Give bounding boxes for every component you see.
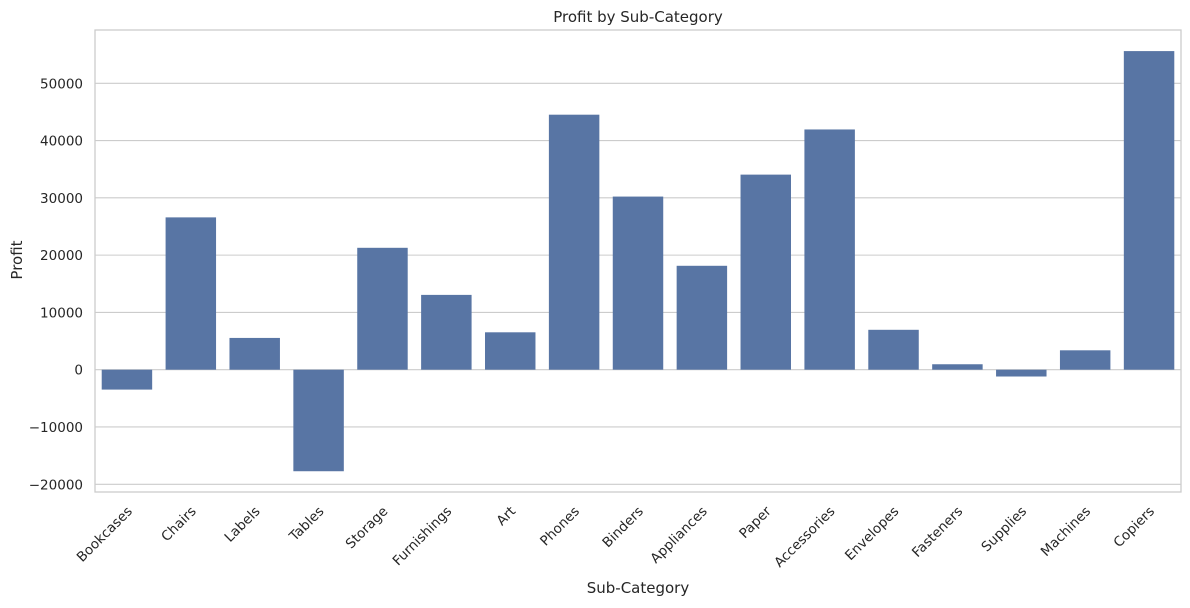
- bar-bookcases: [101, 369, 153, 390]
- chart-title: Profit by Sub-Category: [553, 8, 723, 26]
- y-tick-labels: −20000 −10000 0 10000 20000 30000 40000 50000: [29, 76, 83, 493]
- x-tick-label: Envelopes: [842, 504, 902, 564]
- bar-envelopes: [868, 329, 919, 370]
- bar-machines: [1059, 350, 1111, 370]
- y-tick-label: 0: [74, 363, 83, 379]
- x-tick-label: Accessories: [771, 504, 838, 571]
- x-tick-label: Art: [494, 504, 520, 530]
- y-tick-label: 50000: [40, 76, 83, 92]
- bar-furnishings: [421, 294, 472, 370]
- x-tick-label: Labels: [221, 504, 263, 546]
- bar-accessories: [804, 129, 855, 370]
- x-tick-label: Chairs: [158, 504, 199, 545]
- bar-fasteners: [932, 364, 983, 370]
- bar-layer: [101, 51, 1175, 472]
- y-tick-label: 30000: [40, 191, 83, 207]
- bar-copiers: [1123, 51, 1175, 370]
- y-tick-label: −20000: [29, 477, 83, 493]
- x-tick-label: Tables: [286, 504, 328, 546]
- bar-appliances: [676, 265, 728, 370]
- y-tick-label: 10000: [40, 305, 83, 321]
- plot-frame: [94, 29, 1182, 493]
- x-tick-label: Appliances: [647, 504, 710, 567]
- y-tick-label: 20000: [40, 248, 83, 264]
- x-tick-label: Supplies: [978, 504, 1030, 556]
- frame-layer: [94, 29, 1182, 493]
- bar-binders: [612, 196, 664, 370]
- bar-chairs: [165, 217, 217, 370]
- x-axis-label: Sub-Category: [587, 579, 690, 597]
- bar-phones: [548, 114, 600, 370]
- x-tick-label: Copiers: [1111, 504, 1158, 551]
- x-tick-label: Furnishings: [390, 504, 456, 570]
- bar-tables: [293, 369, 344, 472]
- bar-paper: [740, 174, 791, 370]
- bar-supplies: [996, 369, 1047, 377]
- bar-art: [485, 332, 536, 370]
- x-tick-label: Bookcases: [74, 504, 136, 566]
- x-tick-label: Paper: [736, 503, 775, 542]
- y-axis-label: Profit: [8, 240, 26, 279]
- x-tick-label: Fasteners: [909, 504, 966, 561]
- x-tick-label: Storage: [343, 504, 392, 553]
- bar-labels: [229, 337, 280, 370]
- x-tick-label: Binders: [599, 504, 646, 551]
- x-tick-label: Machines: [1038, 504, 1094, 560]
- bar-storage: [357, 247, 408, 370]
- x-tick-label: Phones: [537, 504, 583, 550]
- y-tick-label: −10000: [29, 420, 83, 436]
- x-tick-labels: Bookcases Chairs Labels Tables StorageFurnis…: [74, 503, 1158, 571]
- y-tick-label: 40000: [40, 134, 83, 150]
